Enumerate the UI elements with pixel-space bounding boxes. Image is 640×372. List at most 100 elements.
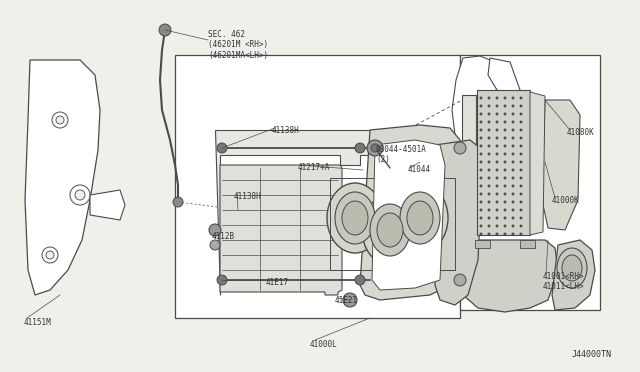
- Text: 41151M: 41151M: [24, 318, 52, 327]
- Text: 41001<RH>
41011<LH>: 41001<RH> 41011<LH>: [543, 272, 584, 291]
- Ellipse shape: [480, 169, 482, 171]
- Ellipse shape: [488, 113, 490, 115]
- Ellipse shape: [496, 217, 498, 219]
- Ellipse shape: [520, 233, 522, 235]
- Ellipse shape: [173, 197, 183, 207]
- Ellipse shape: [520, 217, 522, 219]
- Ellipse shape: [512, 177, 514, 179]
- Ellipse shape: [377, 213, 403, 247]
- Ellipse shape: [496, 113, 498, 115]
- Ellipse shape: [488, 153, 490, 155]
- Ellipse shape: [362, 195, 418, 265]
- Ellipse shape: [512, 161, 514, 163]
- Ellipse shape: [504, 153, 506, 155]
- Text: 08044-4501A
(2): 08044-4501A (2): [376, 145, 427, 164]
- Ellipse shape: [520, 145, 522, 147]
- Ellipse shape: [370, 204, 410, 256]
- Ellipse shape: [520, 153, 522, 155]
- Ellipse shape: [480, 105, 482, 107]
- Ellipse shape: [512, 105, 514, 107]
- Polygon shape: [462, 95, 476, 230]
- Ellipse shape: [496, 225, 498, 227]
- Ellipse shape: [504, 225, 506, 227]
- Ellipse shape: [159, 24, 171, 36]
- Ellipse shape: [392, 183, 448, 253]
- Ellipse shape: [70, 185, 90, 205]
- Ellipse shape: [367, 140, 383, 156]
- Ellipse shape: [512, 217, 514, 219]
- Text: 41080K: 41080K: [567, 128, 595, 137]
- Ellipse shape: [480, 97, 482, 99]
- Ellipse shape: [496, 233, 498, 235]
- Ellipse shape: [488, 225, 490, 227]
- Ellipse shape: [520, 137, 522, 139]
- Ellipse shape: [512, 193, 514, 195]
- Ellipse shape: [496, 177, 498, 179]
- Ellipse shape: [504, 217, 506, 219]
- Ellipse shape: [512, 209, 514, 211]
- Ellipse shape: [520, 209, 522, 211]
- Ellipse shape: [480, 145, 482, 147]
- Ellipse shape: [480, 113, 482, 115]
- Ellipse shape: [520, 225, 522, 227]
- Ellipse shape: [480, 121, 482, 123]
- Ellipse shape: [75, 190, 85, 200]
- Ellipse shape: [512, 137, 514, 139]
- Ellipse shape: [512, 169, 514, 171]
- Polygon shape: [542, 100, 580, 230]
- Polygon shape: [220, 165, 342, 295]
- Ellipse shape: [504, 233, 506, 235]
- Ellipse shape: [496, 153, 498, 155]
- Text: 41138H: 41138H: [272, 126, 300, 135]
- Ellipse shape: [488, 129, 490, 131]
- Ellipse shape: [454, 274, 466, 286]
- Ellipse shape: [504, 113, 506, 115]
- Ellipse shape: [480, 209, 482, 211]
- Ellipse shape: [496, 129, 498, 131]
- Ellipse shape: [52, 112, 68, 128]
- Ellipse shape: [355, 143, 365, 153]
- Text: 41044: 41044: [408, 165, 431, 174]
- Polygon shape: [452, 56, 498, 145]
- Ellipse shape: [520, 185, 522, 187]
- Ellipse shape: [496, 161, 498, 163]
- Ellipse shape: [504, 185, 506, 187]
- Ellipse shape: [217, 143, 227, 153]
- Ellipse shape: [400, 192, 440, 244]
- Text: 41E17: 41E17: [266, 278, 289, 287]
- Ellipse shape: [520, 161, 522, 163]
- Polygon shape: [463, 240, 558, 312]
- Ellipse shape: [327, 183, 383, 253]
- Ellipse shape: [504, 105, 506, 107]
- Ellipse shape: [488, 169, 490, 171]
- Ellipse shape: [488, 209, 490, 211]
- Ellipse shape: [217, 275, 227, 285]
- Ellipse shape: [56, 116, 64, 124]
- Ellipse shape: [504, 193, 506, 195]
- Ellipse shape: [488, 137, 490, 139]
- Ellipse shape: [520, 97, 522, 99]
- Ellipse shape: [562, 255, 582, 281]
- Ellipse shape: [480, 217, 482, 219]
- Ellipse shape: [557, 248, 587, 288]
- Ellipse shape: [488, 121, 490, 123]
- Ellipse shape: [488, 97, 490, 99]
- Ellipse shape: [512, 113, 514, 115]
- Bar: [175, 55, 460, 318]
- Ellipse shape: [209, 224, 221, 236]
- Ellipse shape: [504, 209, 506, 211]
- Ellipse shape: [496, 201, 498, 203]
- Ellipse shape: [496, 121, 498, 123]
- Ellipse shape: [512, 153, 514, 155]
- Ellipse shape: [504, 161, 506, 163]
- Ellipse shape: [496, 137, 498, 139]
- Ellipse shape: [504, 201, 506, 203]
- Ellipse shape: [480, 137, 482, 139]
- Ellipse shape: [480, 225, 482, 227]
- Ellipse shape: [488, 185, 490, 187]
- Polygon shape: [520, 240, 535, 248]
- Ellipse shape: [480, 193, 482, 195]
- Polygon shape: [90, 190, 125, 220]
- Ellipse shape: [480, 185, 482, 187]
- Polygon shape: [475, 240, 490, 248]
